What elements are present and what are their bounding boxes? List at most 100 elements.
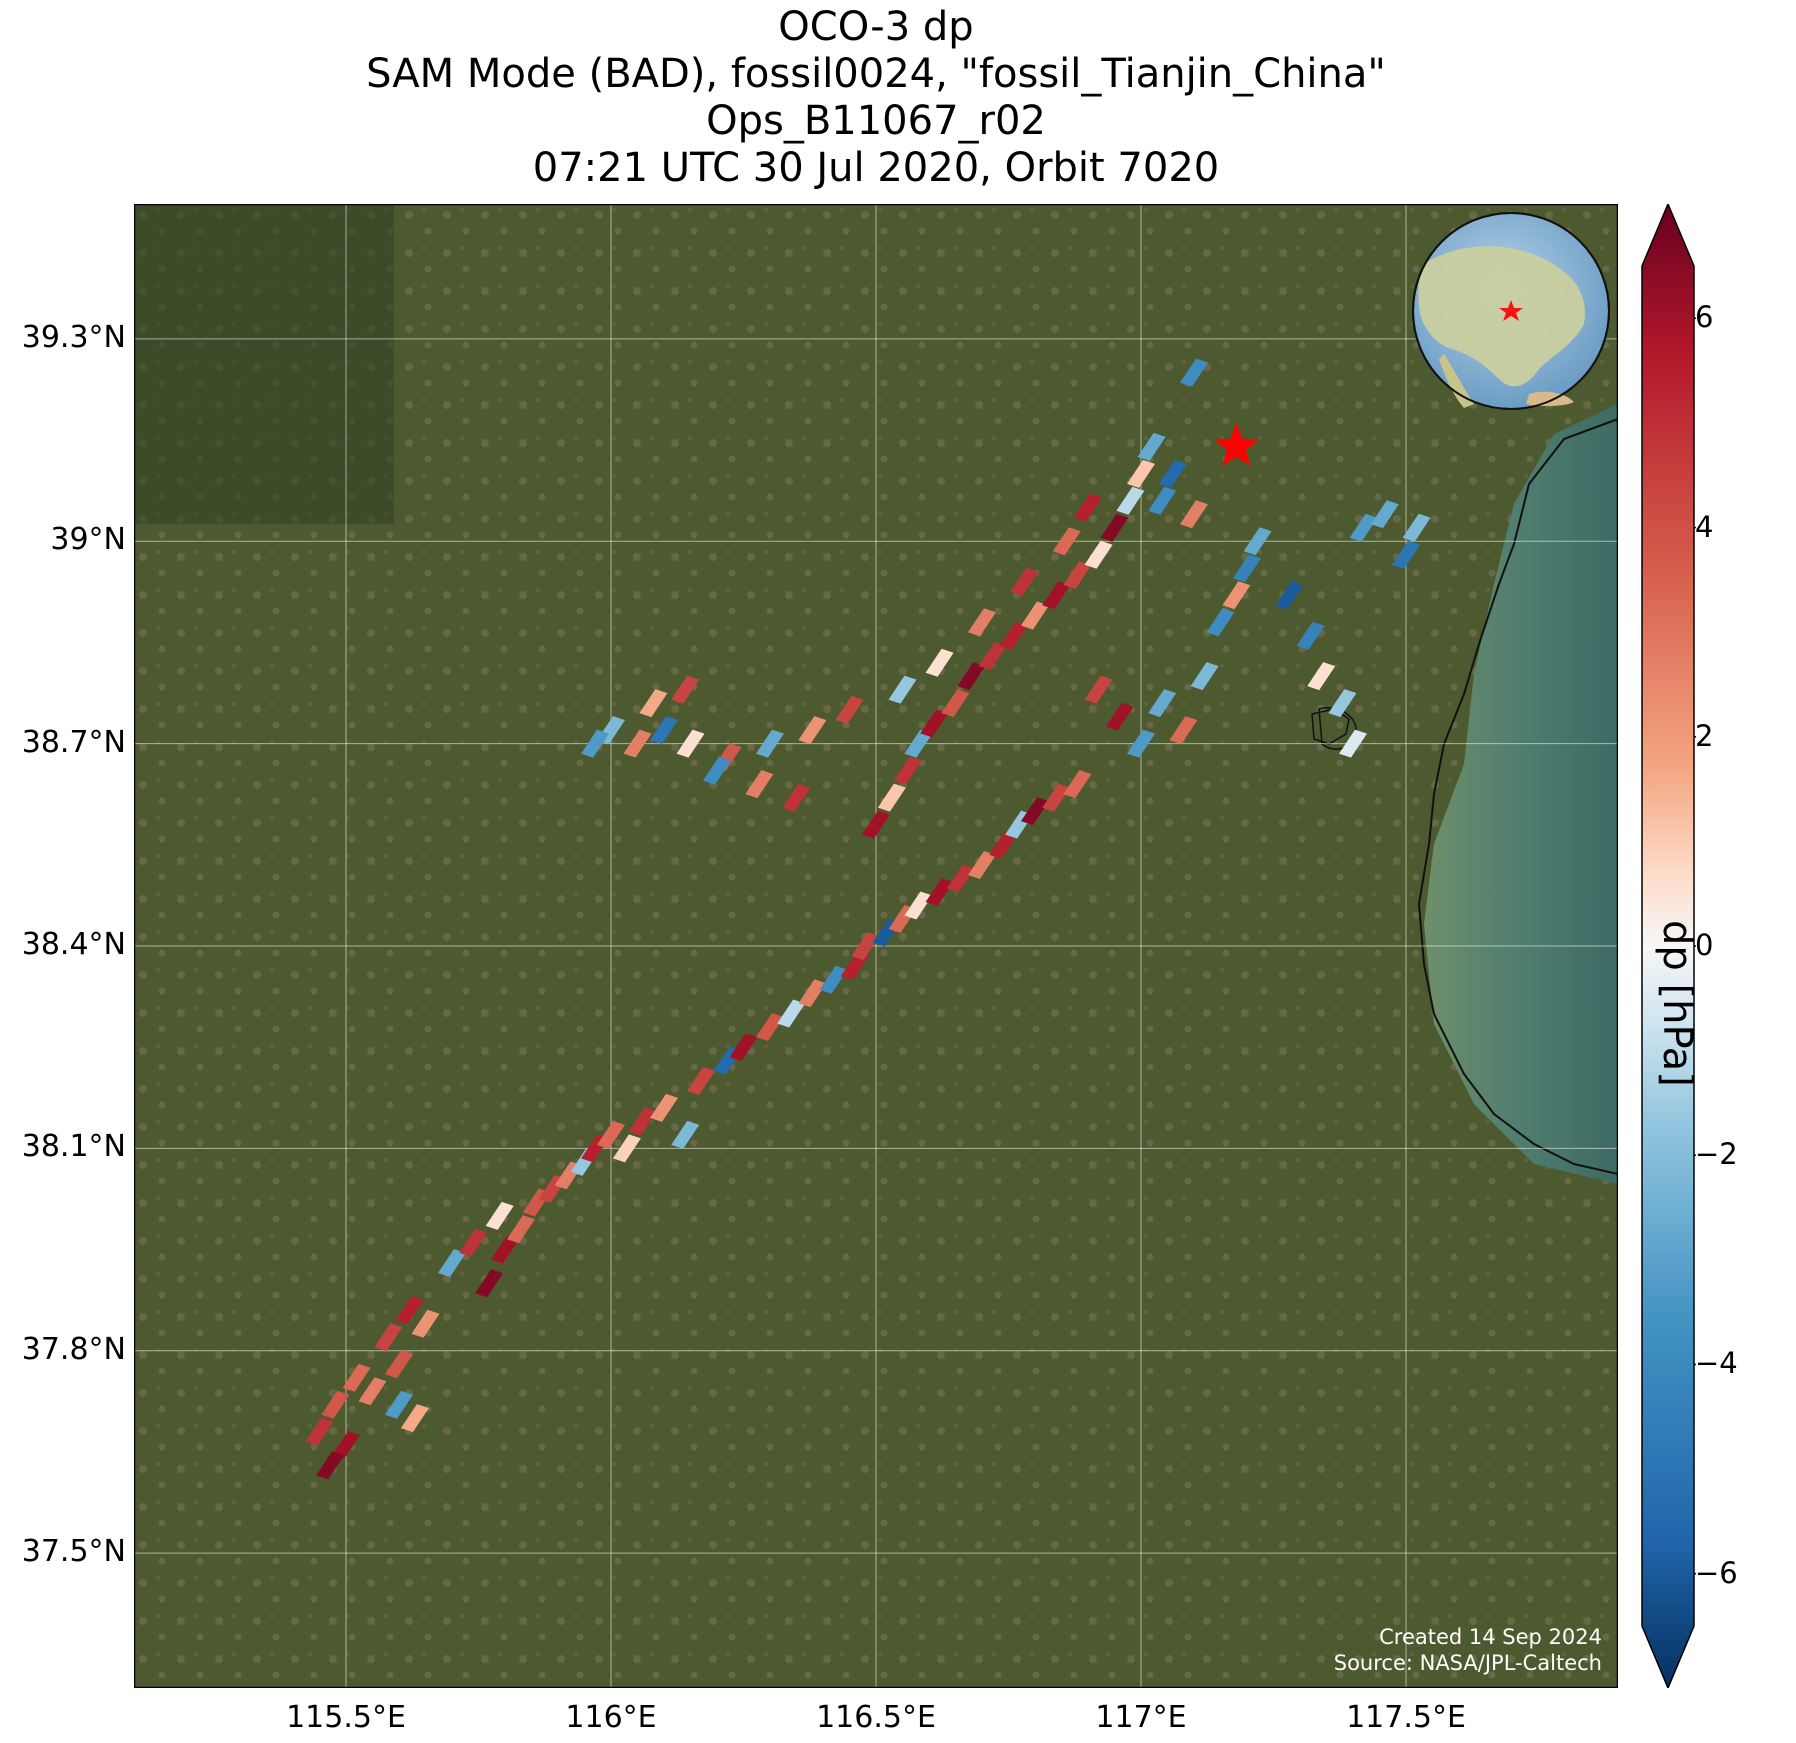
sounding-footprint bbox=[1402, 513, 1431, 542]
sounding-footprint bbox=[639, 689, 668, 718]
sounding-footprint bbox=[1158, 459, 1187, 488]
lat-tick-label: 37.5°N bbox=[21, 1534, 126, 1570]
globe-land-india bbox=[1439, 354, 1474, 408]
sounding-footprint bbox=[485, 1201, 514, 1230]
colorbar-tick-label: −2 bbox=[1695, 1137, 1738, 1172]
lat-tick-label: 39°N bbox=[50, 522, 126, 558]
sounding-footprint bbox=[893, 756, 922, 785]
sounding-footprint bbox=[851, 932, 880, 960]
sounding-footprint bbox=[1074, 493, 1102, 522]
sounding-footprint bbox=[1233, 554, 1261, 583]
sounding-footprint bbox=[305, 1417, 334, 1446]
sounding-footprint bbox=[1190, 662, 1219, 691]
coastline bbox=[1417, 418, 1618, 1175]
mountain-shading bbox=[134, 204, 394, 524]
sounding-footprint bbox=[1243, 527, 1272, 556]
sounding-footprint bbox=[1010, 567, 1039, 596]
globe-star-icon bbox=[1499, 300, 1523, 321]
colorbar-tick-label: −4 bbox=[1695, 1346, 1738, 1381]
colorbar-tick-label: 6 bbox=[1695, 300, 1714, 335]
sounding-footprint bbox=[475, 1269, 504, 1298]
sounding-footprint bbox=[862, 810, 890, 839]
sounding-footprint bbox=[1275, 581, 1304, 610]
lon-tick-label: 116°E bbox=[565, 1700, 657, 1735]
sounding-footprint bbox=[1052, 527, 1081, 556]
title-line-1: OCO-3 dp bbox=[778, 4, 974, 50]
title-line-4: 07:21 UTC 30 Jul 2020, Orbit 7020 bbox=[532, 145, 1220, 191]
title-line-2: SAM Mode (BAD), fossil0024, "fossil_Tian… bbox=[366, 51, 1386, 97]
sounding-footprint bbox=[1105, 702, 1134, 731]
sounding-footprint bbox=[703, 756, 731, 785]
sounding-footprint bbox=[745, 770, 774, 799]
sounding-footprint bbox=[1339, 729, 1367, 758]
sounding-footprint bbox=[395, 1296, 424, 1325]
sounding-footprint bbox=[1206, 608, 1235, 637]
sounding-footprint bbox=[756, 1012, 784, 1041]
sounding-footprint bbox=[1021, 797, 1049, 826]
sounding-footprint bbox=[411, 1309, 440, 1338]
sounding-footprint bbox=[491, 1235, 519, 1264]
sounding-footprint bbox=[835, 695, 864, 724]
sounding-footprint bbox=[782, 783, 811, 812]
sounding-footprint bbox=[1084, 540, 1113, 569]
sounding-footprint bbox=[676, 729, 705, 758]
sounding-footprint bbox=[1042, 581, 1071, 610]
map-panel: Created 14 Sep 2024 Source: NASA/JPL-Cal… bbox=[134, 204, 1618, 1688]
sounding-footprint bbox=[1148, 689, 1177, 718]
colorbar-tick-label: 4 bbox=[1695, 509, 1714, 544]
lat-tick-label: 39.3°N bbox=[21, 319, 126, 355]
sounding-footprint bbox=[1127, 729, 1155, 758]
sounding-footprint bbox=[597, 1120, 625, 1149]
sounding-footprint bbox=[374, 1323, 403, 1352]
colorbar-tick-label: 2 bbox=[1695, 718, 1714, 753]
sounding-footprint bbox=[1222, 581, 1251, 610]
created-date: Created 14 Sep 2024 bbox=[1379, 1625, 1602, 1649]
sounding-footprint bbox=[1148, 486, 1177, 515]
chart-title: OCO-3 dp SAM Mode (BAD), fossil0024, "fo… bbox=[134, 4, 1618, 192]
lon-tick-label: 117.5°E bbox=[1346, 1700, 1466, 1735]
sounding-footprint bbox=[920, 709, 949, 738]
sounding-footprint bbox=[888, 675, 917, 704]
sounding-footprint bbox=[968, 608, 996, 637]
sounding-footprint bbox=[1370, 500, 1399, 529]
sounding-footprint bbox=[321, 1390, 350, 1419]
sounding-footprint bbox=[946, 864, 975, 893]
colorbar bbox=[1641, 204, 1696, 1688]
colorbar-tick-label: 0 bbox=[1695, 928, 1714, 962]
lon-tick-label: 115.5°E bbox=[286, 1700, 406, 1735]
sounding-footprint bbox=[623, 729, 652, 758]
sounding-footprint bbox=[978, 641, 1007, 670]
sounding-footprint bbox=[671, 1120, 700, 1149]
target-star-icon bbox=[1213, 422, 1260, 467]
colorbar-tick-label: −6 bbox=[1695, 1555, 1738, 1590]
sounding-footprint bbox=[671, 675, 700, 704]
sounding-footprint bbox=[798, 979, 827, 1008]
colorbar-ticks bbox=[1694, 317, 1696, 1575]
sounding-footprint bbox=[1307, 662, 1336, 691]
lon-tick-label: 117°E bbox=[1095, 1700, 1187, 1735]
bohai-sea bbox=[1424, 404, 1618, 1184]
sounding-footprint bbox=[957, 662, 986, 691]
sounding-footprint bbox=[1137, 432, 1166, 461]
sounding-footprint bbox=[925, 878, 954, 907]
sounding-footprint bbox=[506, 1215, 535, 1244]
sounding-footprint bbox=[729, 1033, 758, 1062]
sounding-footprint bbox=[400, 1404, 429, 1433]
sounding-footprint bbox=[385, 1390, 413, 1419]
sounding-footprint bbox=[1042, 783, 1071, 812]
sounding-footprint bbox=[1127, 459, 1155, 488]
sounding-footprint bbox=[1180, 500, 1208, 529]
sounding-footprint bbox=[1116, 486, 1145, 515]
credits: Created 14 Sep 2024 Source: NASA/JPL-Cal… bbox=[1334, 1624, 1602, 1676]
sounding-footprint bbox=[999, 621, 1028, 650]
sounding-footprint bbox=[385, 1350, 413, 1379]
sounding-swath bbox=[305, 358, 1431, 1480]
sounding-footprint bbox=[628, 1107, 657, 1136]
sounding-footprint bbox=[1180, 358, 1208, 387]
sounding-footprint bbox=[687, 1066, 716, 1095]
sounding-footprint bbox=[316, 1451, 345, 1480]
sounding-footprint bbox=[459, 1228, 488, 1257]
sounding-footprint bbox=[819, 965, 848, 994]
sounding-footprint bbox=[756, 729, 784, 758]
sounding-footprint bbox=[358, 1377, 387, 1406]
